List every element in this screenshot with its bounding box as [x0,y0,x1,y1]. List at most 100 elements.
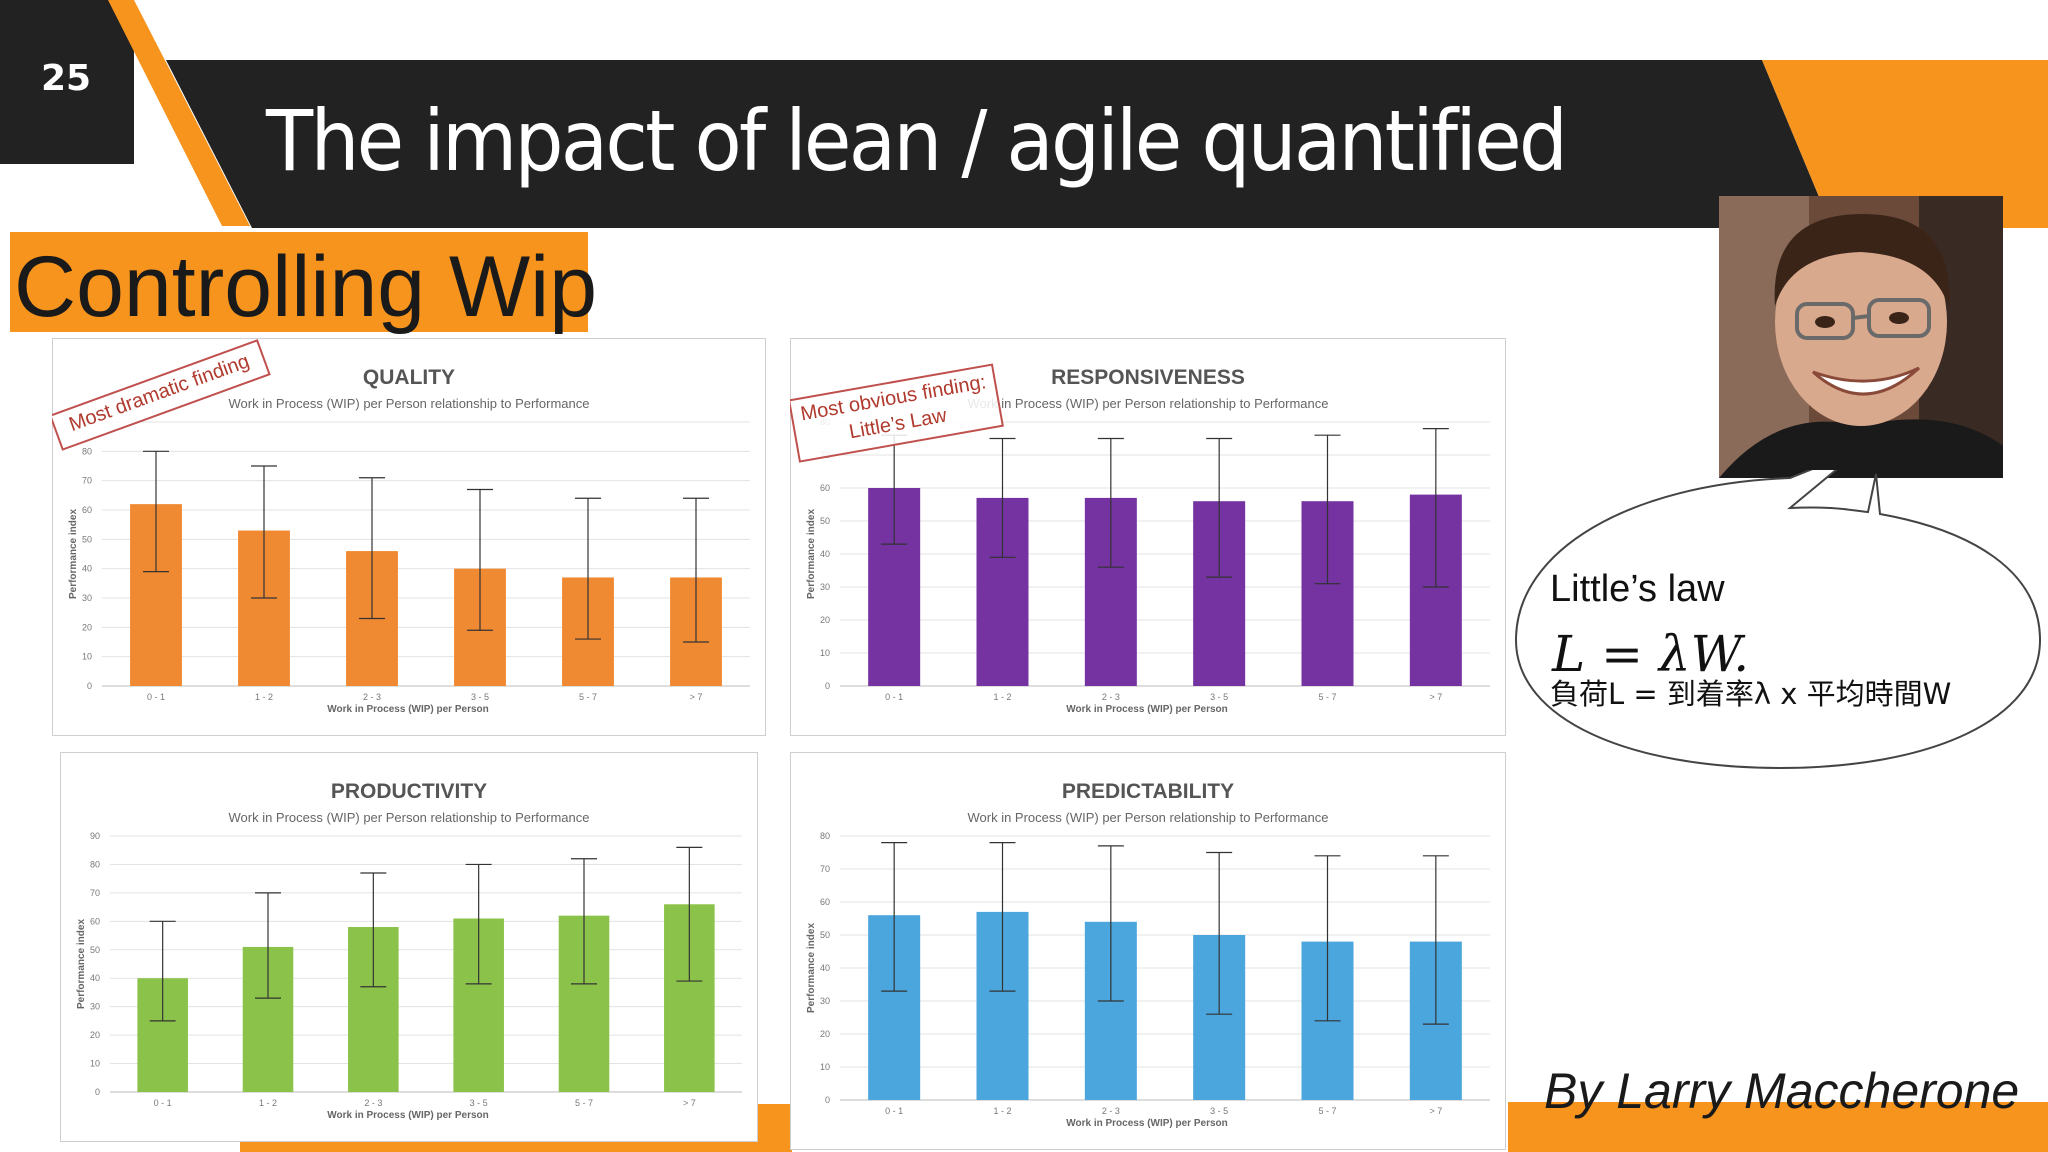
presenter-photo [1719,196,2003,478]
y-axis-label: Performance index [806,923,817,1013]
x-tick-label: 0 - 1 [885,1106,903,1116]
x-tick-label: 1 - 2 [259,1098,277,1108]
y-tick-label: 30 [820,582,830,592]
y-tick-label: 10 [820,648,830,658]
y-tick-label: 60 [82,505,92,515]
chart-svg: PREDICTABILITY Work in Process (WIP) per … [790,752,1506,1150]
top-left-dark-block [0,0,134,164]
y-tick-label: 40 [820,549,830,559]
y-tick-label: 30 [82,593,92,603]
y-tick-label: 70 [82,476,92,486]
x-tick-label: 1 - 2 [255,692,273,702]
littles-law-japanese: 負荷L = 到着率λ x 平均時間W [1550,677,1952,711]
slide-number: 25 [40,58,92,99]
x-tick-label: 0 - 1 [154,1098,172,1108]
annotation-frame [790,363,1004,463]
chart-subtitle: Work in Process (WIP) per Person relatio… [228,810,589,825]
x-tick-label: 5 - 7 [1318,1106,1336,1116]
chart-svg: QUALITY Work in Process (WIP) per Person … [52,338,766,736]
x-tick-label: 5 - 7 [1318,692,1336,702]
x-tick-label: 3 - 5 [470,1098,488,1108]
y-tick-label: 50 [90,945,100,955]
x-tick-label: > 7 [683,1098,696,1108]
chart-svg: RESPONSIVENESS Work in Process (WIP) per … [790,338,1506,736]
y-tick-label: 60 [820,897,830,907]
chart-predictability: PREDICTABILITY Work in Process (WIP) per … [790,752,1506,1150]
y-tick-label: 60 [90,916,100,926]
x-axis-label: Work in Process (WIP) per Person [327,1110,489,1121]
y-tick-label: 30 [90,1002,100,1012]
y-tick-label: 20 [90,1030,100,1040]
y-tick-label: 50 [820,930,830,940]
slide-title: The impact of lean / agile quantified [266,92,1568,190]
y-tick-label: 20 [82,622,92,632]
y-tick-label: 40 [90,973,100,983]
y-tick-label: 10 [90,1059,100,1069]
y-tick-label: 0 [95,1087,100,1097]
littles-law-formula: L = λW. [1552,625,1750,683]
chart-title: PREDICTABILITY [1062,780,1234,803]
x-tick-label: 2 - 3 [1102,692,1120,702]
x-tick-label: 3 - 5 [1210,692,1228,702]
y-tick-label: 80 [90,859,100,869]
y-tick-label: 0 [825,1095,830,1105]
chart-productivity: PRODUCTIVITY Work in Process (WIP) per Pe… [60,752,758,1142]
y-tick-label: 70 [820,864,830,874]
annotation-frame [52,339,271,451]
top-right-orange-block [1762,60,2048,228]
y-tick-label: 10 [82,652,92,662]
x-tick-label: 3 - 5 [471,692,489,702]
y-tick-label: 40 [820,963,830,973]
y-tick-label: 10 [820,1062,830,1072]
x-tick-label: > 7 [1429,692,1442,702]
y-tick-label: 40 [82,564,92,574]
speech-bubble [1514,470,2042,770]
x-tick-label: 1 - 2 [993,692,1011,702]
author-credit: By Larry Maccherone [1544,1063,2020,1119]
littles-law-title: Little’s law [1550,568,1725,610]
chart-subtitle: Work in Process (WIP) per Person relatio… [228,396,589,411]
y-tick-label: 60 [820,483,830,493]
x-tick-label: 0 - 1 [885,692,903,702]
y-tick-label: 0 [825,681,830,691]
y-axis-label: Performance index [806,509,817,599]
chart-subtitle: Work in Process (WIP) per Person relatio… [967,396,1328,411]
chart-quality: QUALITY Work in Process (WIP) per Person … [52,338,766,736]
x-axis-label: Work in Process (WIP) per Person [1066,704,1228,715]
y-tick-label: 80 [82,446,92,456]
y-axis-label: Performance index [68,509,79,599]
x-tick-label: 5 - 7 [579,692,597,702]
y-tick-label: 50 [82,534,92,544]
title-dark-bar [166,60,1832,228]
chart-subtitle: Work in Process (WIP) per Person relatio… [967,810,1328,825]
x-tick-label: 5 - 7 [575,1098,593,1108]
chart-title: RESPONSIVENESS [1051,366,1245,389]
chart-svg: PRODUCTIVITY Work in Process (WIP) per Pe… [60,752,758,1142]
section-banner: Controlling Wip [10,232,597,335]
x-tick-label: 1 - 2 [993,1106,1011,1116]
y-tick-label: 30 [820,996,830,1006]
x-axis-label: Work in Process (WIP) per Person [327,704,489,715]
y-tick-label: 20 [820,1029,830,1039]
x-tick-label: 2 - 3 [364,1098,382,1108]
chart-title: QUALITY [363,366,455,389]
y-tick-label: 50 [820,516,830,526]
x-tick-label: > 7 [1429,1106,1442,1116]
chart-title: PRODUCTIVITY [331,780,487,803]
y-axis-label: Performance index [76,919,87,1009]
x-tick-label: 0 - 1 [147,692,165,702]
x-axis-label: Work in Process (WIP) per Person [1066,1118,1228,1129]
y-tick-label: 0 [87,681,92,691]
y-tick-label: 80 [820,831,830,841]
orange-diagonal-stripe [108,0,250,226]
x-tick-label: 2 - 3 [1102,1106,1120,1116]
section-banner-label: Controlling Wip [14,239,598,335]
bottom-right-orange-block [1508,1102,2048,1152]
y-tick-label: 90 [90,831,100,841]
presenter-portrait-icon [1719,196,2003,478]
x-tick-label: 3 - 5 [1210,1106,1228,1116]
y-tick-label: 20 [820,615,830,625]
chart-responsiveness: RESPONSIVENESS Work in Process (WIP) per … [790,338,1506,736]
x-tick-label: 2 - 3 [363,692,381,702]
y-tick-label: 70 [90,888,100,898]
